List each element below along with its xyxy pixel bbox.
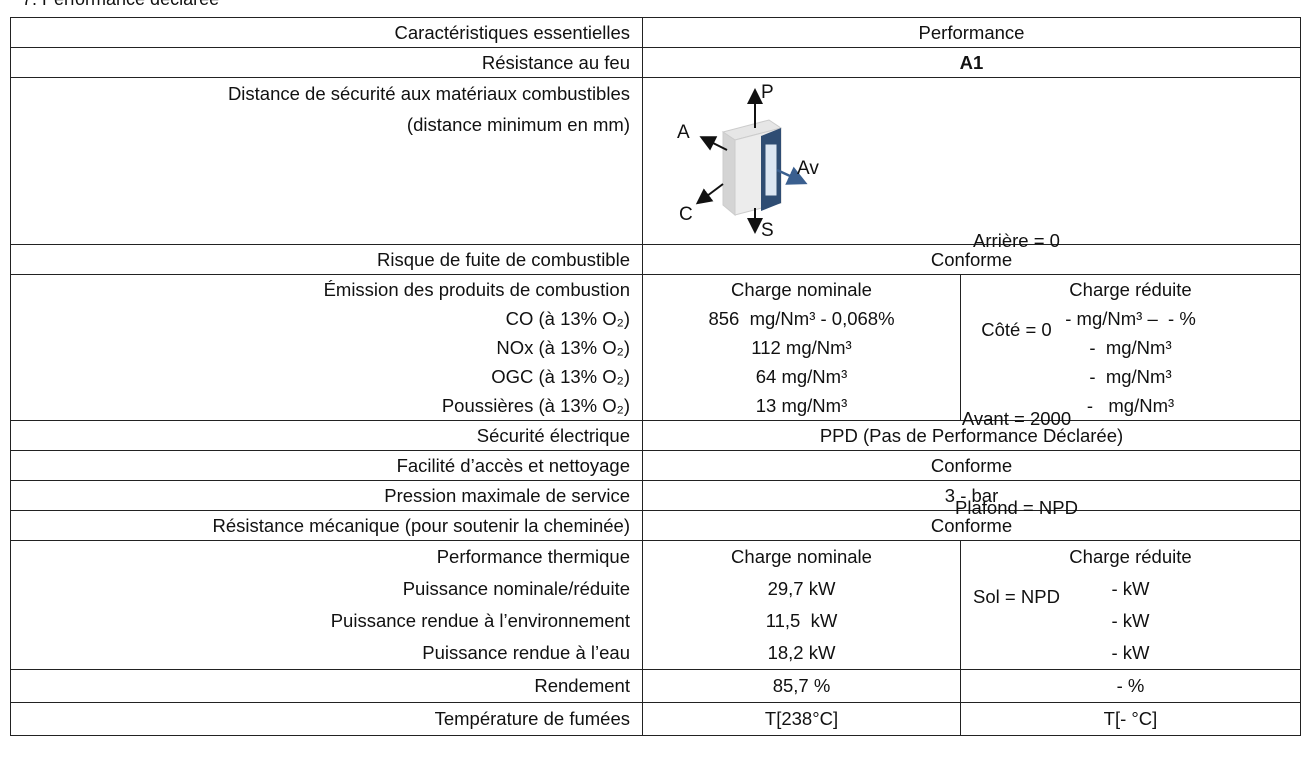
- value-cell: T[238°C]: [643, 703, 961, 736]
- diagram-label: A: [677, 122, 690, 143]
- section-heading: 7. Performance déclarée: [22, 0, 219, 10]
- cell-line: OGC (à 13% O₂): [23, 362, 630, 391]
- cell-line: Émission des produits de combustion: [23, 275, 630, 304]
- row: Distance de sécurité aux matériaux combu…: [11, 78, 1301, 245]
- distance-cell: P A C S Av Arrière = 0 Côté = 0 Avant = …: [655, 78, 1288, 244]
- value-line: Avant = 2000: [745, 403, 1288, 434]
- cell-line: Puissance nominale/réduite: [23, 573, 630, 605]
- row: Rendement 85,7 % - %: [11, 670, 1301, 703]
- value-cell: - %: [961, 670, 1301, 703]
- header-cell: Caractéristiques essentielles: [11, 18, 643, 48]
- label-cell: Risque de fuite de combustible: [11, 245, 643, 275]
- label-cell: Facilité d’accès et nettoyage: [11, 451, 643, 481]
- label-cell: Rendement: [11, 670, 643, 703]
- value-line: Côté = 0: [745, 314, 1288, 345]
- performance-table: Caractéristiques essentielles Performanc…: [10, 17, 1301, 736]
- label-cell: Sécurité électrique: [11, 421, 643, 451]
- document: 7. Performance déclarée Caractéristiques…: [0, 0, 1310, 769]
- row: Résistance au feu A1: [11, 48, 1301, 78]
- header-cell: Performance: [643, 18, 1301, 48]
- row: Température de fumées T[238°C] T[- °C]: [11, 703, 1301, 736]
- diagram-label: C: [679, 204, 693, 225]
- label-line: Distance de sécurité aux matériaux combu…: [23, 78, 630, 109]
- value-cell: T[- °C]: [961, 703, 1301, 736]
- label-cell: Résistance mécanique (pour soutenir la c…: [11, 511, 643, 541]
- label-cell: Pression maximale de service: [11, 481, 643, 511]
- cell-line: Poussières (à 13% O₂): [23, 391, 630, 420]
- label-cell: Température de fumées: [11, 703, 643, 736]
- cell-line: CO (à 13% O₂): [23, 304, 630, 333]
- cell-line: Puissance rendue à l’environnement: [23, 605, 630, 637]
- diagram-label: S: [761, 220, 774, 240]
- cell-line: Puissance rendue à l’eau: [23, 637, 630, 669]
- label-cell: Distance de sécurité aux matériaux combu…: [11, 78, 643, 245]
- value-line: Plafond = NPD: [745, 492, 1288, 523]
- clearance-diagram: P A C S Av: [665, 80, 885, 240]
- cell-line: NOx (à 13% O₂): [23, 333, 630, 362]
- arrow-side: [699, 184, 723, 202]
- diagram-label: Av: [797, 158, 819, 179]
- stove-door: [765, 144, 777, 196]
- value-cell: P A C S Av Arrière = 0 Côté = 0 Avant = …: [643, 78, 1301, 245]
- value-cell: A1: [643, 48, 1301, 78]
- value-cell: 85,7 %: [643, 670, 961, 703]
- distance-values: Arrière = 0 Côté = 0 Avant = 2000 Plafon…: [745, 165, 1288, 670]
- cell-line: Performance thermique: [23, 541, 630, 573]
- header-row: Caractéristiques essentielles Performanc…: [11, 18, 1301, 48]
- label-cell: Résistance au feu: [11, 48, 643, 78]
- value-line: Sol = NPD: [745, 581, 1288, 612]
- stove-side: [723, 132, 735, 215]
- diagram-label: P: [761, 82, 774, 103]
- label-line: (distance minimum en mm): [23, 109, 630, 140]
- page: Performance déclarée {"heading": "7. Per…: [0, 0, 1310, 769]
